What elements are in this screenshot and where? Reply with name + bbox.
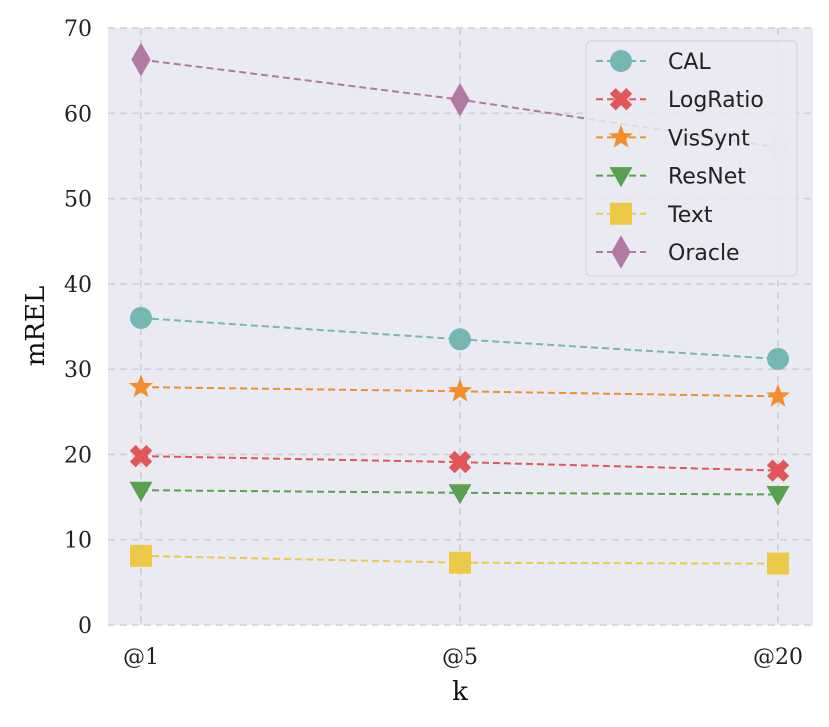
data-point xyxy=(766,383,790,407)
legend-item-oracle: Oracle xyxy=(596,235,740,269)
legend-label: ResNet xyxy=(668,165,746,190)
y-tick-label: 70 xyxy=(64,17,92,42)
y-tick-label: 40 xyxy=(64,273,92,298)
series-cal xyxy=(130,306,789,370)
x-marker-stroke xyxy=(129,444,153,468)
series-group xyxy=(129,42,790,575)
legend-marker xyxy=(610,50,632,72)
data-point xyxy=(766,459,790,482)
x-axis-label: k xyxy=(452,677,468,707)
x-marker-stroke xyxy=(448,450,472,474)
legend-label: Oracle xyxy=(668,241,740,266)
legend-marker xyxy=(610,202,632,225)
legend-item-vissynt: VisSynt xyxy=(596,124,750,151)
y-axis-label: mREL xyxy=(21,286,51,366)
y-tick-label: 50 xyxy=(64,188,92,213)
data-point xyxy=(131,42,151,77)
y-tick-label: 30 xyxy=(64,358,92,383)
legend-label: CAL xyxy=(668,50,711,75)
y-ticks: 0 10 20 30 40 50 60 70 xyxy=(64,17,92,639)
legend-marker xyxy=(609,124,633,148)
y-tick-label: 20 xyxy=(64,443,92,468)
legend-label: LogRatio xyxy=(668,88,764,113)
x-marker-stroke xyxy=(766,459,790,482)
series-vissynt xyxy=(129,374,790,407)
legend-label: Text xyxy=(667,203,713,228)
legend: CAL LogRatio VisSynt ResNet Text Oracle xyxy=(585,40,798,277)
legend-marker xyxy=(609,88,633,111)
data-point xyxy=(766,486,790,507)
series-text xyxy=(130,544,789,575)
data-point xyxy=(448,484,472,505)
x-ticks: @1 @5 @20 xyxy=(123,645,803,670)
y-tick-label: 0 xyxy=(78,614,92,639)
data-point xyxy=(448,450,472,474)
data-point xyxy=(448,378,472,402)
series-resnet xyxy=(129,481,790,507)
legend-label: VisSynt xyxy=(668,126,750,151)
legend-marker xyxy=(609,167,633,188)
data-point xyxy=(130,306,152,329)
data-point xyxy=(129,444,153,468)
data-point xyxy=(449,551,471,574)
y-tick-label: 60 xyxy=(64,102,92,127)
legend-frame xyxy=(585,40,798,277)
series-logratio xyxy=(129,444,790,482)
data-point xyxy=(767,347,789,370)
data-point xyxy=(767,552,789,575)
x-marker-stroke xyxy=(609,88,633,111)
data-point xyxy=(130,544,152,567)
legend-item-text: Text xyxy=(596,202,713,228)
legend-item-resnet: ResNet xyxy=(596,165,746,190)
x-tick-label: @1 xyxy=(123,645,159,670)
x-tick-label: @20 xyxy=(753,645,803,670)
data-point xyxy=(449,328,471,351)
data-point xyxy=(129,374,153,398)
x-tick-label: @5 xyxy=(442,645,478,670)
legend-item-logratio: LogRatio xyxy=(596,88,764,113)
legend-item-cal: CAL xyxy=(596,50,711,75)
data-point xyxy=(450,82,470,117)
y-tick-label: 10 xyxy=(64,529,92,554)
legend-marker xyxy=(611,235,631,269)
data-point xyxy=(129,481,153,502)
